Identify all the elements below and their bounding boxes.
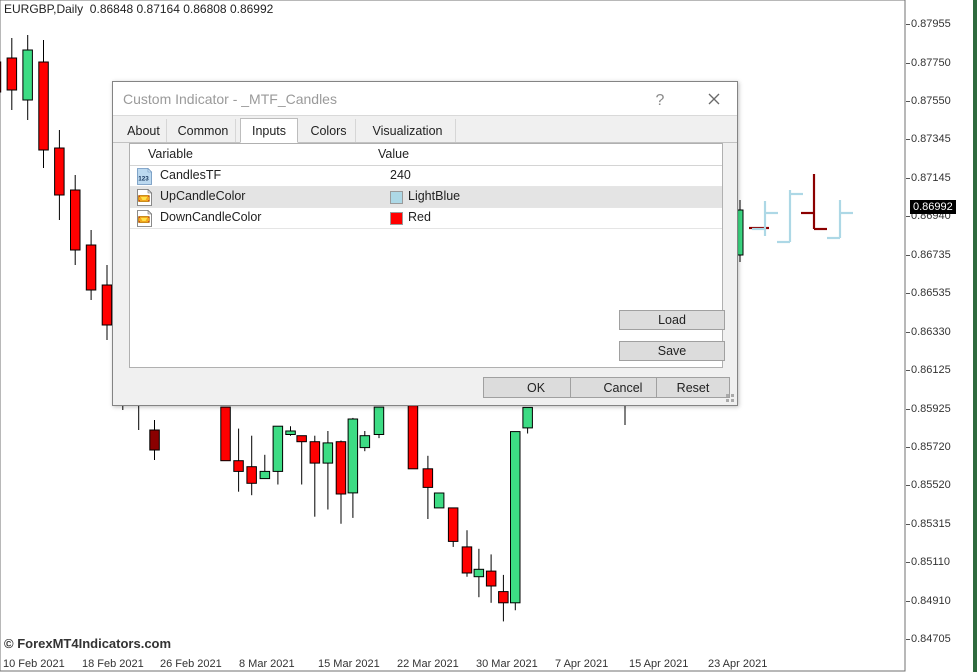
svg-text:123: 123: [138, 176, 149, 183]
svg-text:?: ?: [656, 92, 665, 109]
